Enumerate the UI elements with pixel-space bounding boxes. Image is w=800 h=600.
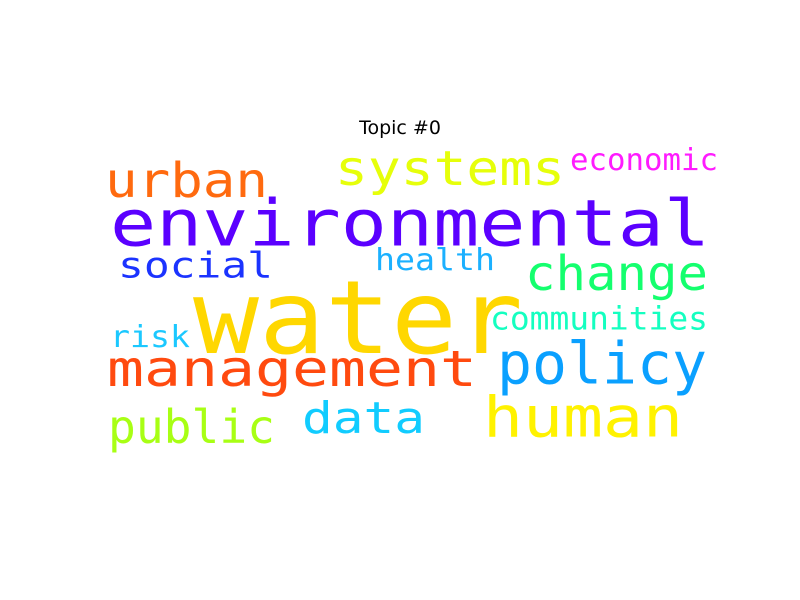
word-environmental: environmental [110, 186, 711, 261]
word-data: data [302, 392, 426, 444]
word-policy: policy [497, 330, 708, 398]
word-change: change [525, 245, 708, 302]
word-risk: risk [110, 320, 191, 355]
word-systems: systems [335, 140, 566, 197]
word-water: water [193, 259, 523, 378]
word-health: health [375, 243, 495, 278]
word-urban: urban [105, 152, 269, 209]
word-communities: communities [490, 300, 708, 338]
word-public: public [108, 401, 276, 455]
word-economic: economic [570, 143, 719, 178]
word-management: management [107, 340, 478, 399]
chart-title: Topic #0 [359, 117, 441, 139]
word-human: human [483, 384, 683, 451]
word-social: social [118, 244, 273, 287]
